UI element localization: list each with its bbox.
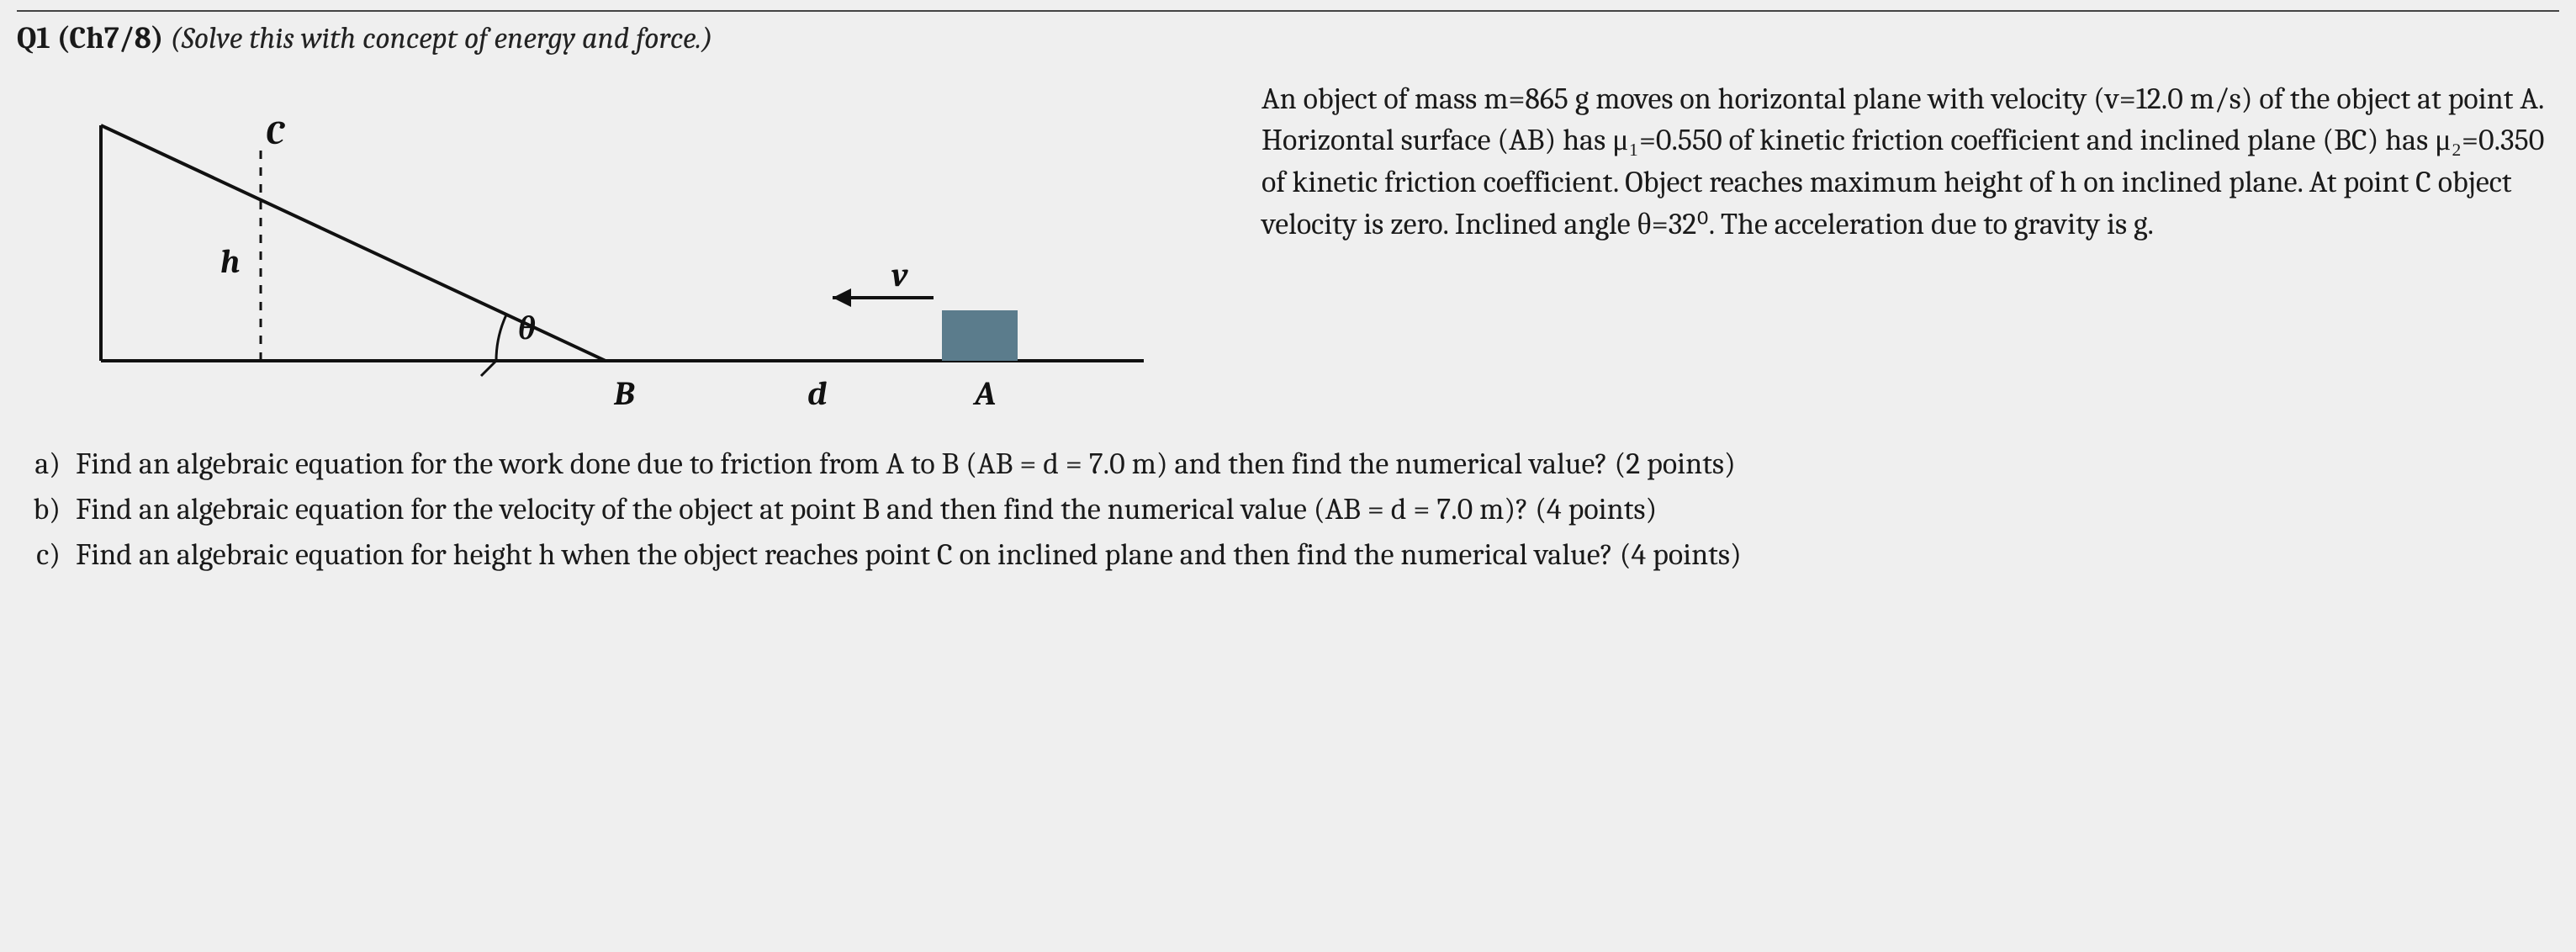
part-letter: b) <box>17 489 76 531</box>
question-header: Q1 (Ch7/8) (Solve this with concept of e… <box>17 19 2559 60</box>
part-letter: a) <box>17 443 76 485</box>
part-b: b) Find an algebraic equation for the ve… <box>17 489 2559 531</box>
svg-text:θ: θ <box>518 309 536 347</box>
svg-text:A: A <box>972 374 996 413</box>
part-text: Find an algebraic equation for height h … <box>76 534 2559 576</box>
svg-text:B: B <box>613 374 635 413</box>
problem-description: An object of mass m=865 g moves on horiz… <box>1262 75 2559 246</box>
part-c: c) Find an algebraic equation for height… <box>17 534 2559 576</box>
part-text: Find an algebraic equation for the veloc… <box>76 489 2559 531</box>
svg-text:v: v <box>891 256 908 294</box>
question-parts: a) Find an algebraic equation for the wo… <box>17 443 2559 577</box>
svg-text:C: C <box>266 114 285 152</box>
question-instruction: (Solve this with concept of energy and f… <box>170 21 712 56</box>
top-row: Ch θ Bd Av An object of mass m=865 g moves … <box>17 75 2559 420</box>
physics-diagram-svg: Ch θ Bd Av <box>50 83 1194 420</box>
svg-text:h: h <box>220 242 240 281</box>
diagram: Ch θ Bd Av <box>17 75 1211 420</box>
svg-text:d: d <box>807 374 827 413</box>
part-text: Find an algebraic equation for the work … <box>76 443 2559 485</box>
question-number: Q1 (Ch7/8) <box>17 21 164 56</box>
part-letter: c) <box>17 534 76 576</box>
part-a: a) Find an algebraic equation for the wo… <box>17 443 2559 485</box>
top-rule <box>17 10 2559 12</box>
